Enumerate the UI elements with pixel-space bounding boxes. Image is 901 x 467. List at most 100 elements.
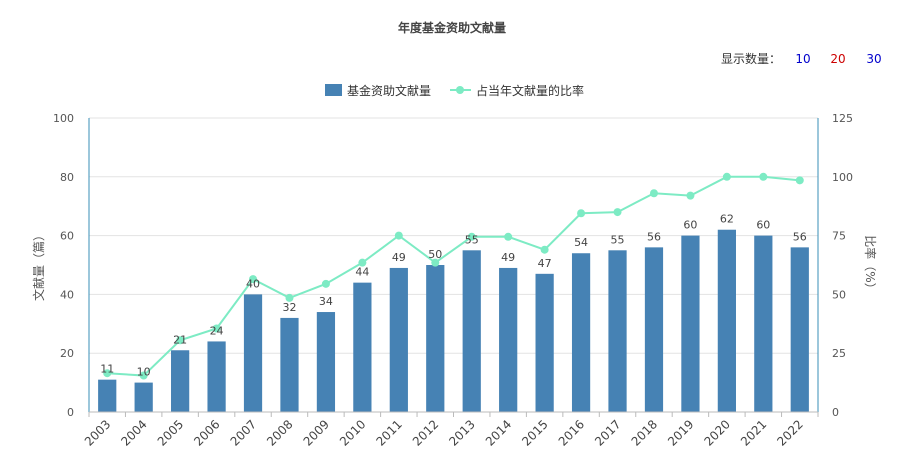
bar <box>571 253 591 412</box>
y-tick-label: 100 <box>53 112 74 125</box>
chart-title: 年度基金资助文献量 <box>398 20 506 35</box>
bar <box>608 250 627 412</box>
line-point <box>176 336 185 345</box>
x-tick-label: 2011 <box>373 417 404 448</box>
x-tick-label: 2005 <box>155 417 186 448</box>
x-tick-label: 2012 <box>410 417 441 448</box>
bar <box>280 317 299 412</box>
y2-tick-label: 25 <box>832 347 846 360</box>
line-point <box>686 191 695 200</box>
legend-line-marker <box>456 86 464 94</box>
bar <box>243 294 263 412</box>
y-axis-title: 文献量（篇） <box>31 229 46 301</box>
line-point <box>504 232 513 241</box>
x-tick-label: 2013 <box>446 417 477 448</box>
data-label: 55 <box>611 233 625 246</box>
x-tick-label: 2019 <box>665 417 696 448</box>
x-tick-label: 2017 <box>592 417 623 448</box>
display-count-option-10[interactable]: 10 <box>795 52 810 66</box>
x-tick-label: 2018 <box>629 417 660 448</box>
x-tick-label: 2016 <box>556 417 587 448</box>
x-tick-label: 2022 <box>774 417 805 448</box>
data-label: 55 <box>465 233 479 246</box>
line-point <box>613 208 622 217</box>
data-label: 40 <box>246 277 260 290</box>
data-label: 44 <box>355 266 369 279</box>
x-tick-label: 2006 <box>191 417 222 448</box>
y2-tick-label: 100 <box>832 171 853 184</box>
x-tick-label: 2007 <box>228 417 259 448</box>
y-tick-label: 80 <box>60 171 74 184</box>
data-label: 34 <box>319 295 333 308</box>
line-path <box>107 175 800 377</box>
data-label: 21 <box>173 333 187 346</box>
bar <box>462 250 481 412</box>
data-label: 24 <box>210 324 224 337</box>
bar <box>207 341 226 412</box>
legend-bar-swatch <box>325 84 342 96</box>
bar <box>644 247 664 412</box>
legend-item-bar[interactable]: 基金资助文献量 <box>325 83 431 98</box>
y-tick-label: 40 <box>60 288 74 301</box>
y2-tick-label: 0 <box>832 406 839 419</box>
bar <box>535 273 554 412</box>
data-label: 62 <box>720 213 734 226</box>
line-point <box>577 209 586 218</box>
data-label: 56 <box>793 230 807 243</box>
bar <box>754 235 773 412</box>
y-tick-label: 20 <box>60 347 74 360</box>
bar <box>389 267 408 412</box>
line-series <box>103 172 804 380</box>
data-label: 60 <box>756 219 770 232</box>
x-tick-label: 2021 <box>738 417 769 448</box>
data-label: 10 <box>137 366 151 379</box>
y-tick-label: 60 <box>60 230 74 243</box>
data-label: 49 <box>501 251 515 264</box>
bar <box>353 282 372 412</box>
display-count: 显示数量： 10 20 30 <box>721 51 882 66</box>
line-point <box>139 371 148 380</box>
legend-line-label: 占当年文献量的比率 <box>476 83 584 98</box>
bar <box>98 379 117 412</box>
line-point <box>467 232 476 241</box>
bar <box>790 247 809 412</box>
display-count-option-20[interactable]: 20 <box>830 52 845 66</box>
line-point <box>431 258 440 267</box>
line-point <box>394 231 403 240</box>
x-tick-label: 2020 <box>701 417 732 448</box>
bar <box>171 350 190 412</box>
bar <box>316 312 336 412</box>
line-point <box>759 172 768 181</box>
display-count-option-30[interactable]: 30 <box>866 52 881 66</box>
data-label: 49 <box>392 251 406 264</box>
line-point <box>649 189 658 198</box>
legend: 基金资助文献量 占当年文献量的比率 <box>325 83 584 98</box>
x-tick-label: 2014 <box>483 417 514 448</box>
line-point <box>795 176 804 185</box>
y2-tick-label: 125 <box>832 112 853 125</box>
data-label: 54 <box>574 236 588 249</box>
y2-tick-label: 75 <box>832 230 846 243</box>
line-point <box>212 324 221 333</box>
bar <box>499 267 518 412</box>
y2-tick-label: 50 <box>832 288 846 301</box>
axes <box>88 118 819 417</box>
line-point <box>249 275 258 284</box>
data-label: 11 <box>100 363 114 376</box>
data-label: 56 <box>647 230 661 243</box>
bar-series <box>98 229 809 412</box>
bar <box>681 235 700 412</box>
legend-item-line[interactable]: 占当年文献量的比率 <box>450 83 584 98</box>
line-point <box>103 369 112 378</box>
bar <box>717 229 736 412</box>
x-tick-label: 2010 <box>337 417 368 448</box>
line-point <box>321 279 330 288</box>
bar <box>134 382 153 412</box>
line-point <box>358 258 367 267</box>
x-tick-label: 2009 <box>301 417 332 448</box>
x-tick-label: 2015 <box>519 417 550 448</box>
x-tick-label: 2004 <box>118 417 149 448</box>
y-tick-label: 0 <box>67 406 74 419</box>
bar <box>426 265 445 412</box>
